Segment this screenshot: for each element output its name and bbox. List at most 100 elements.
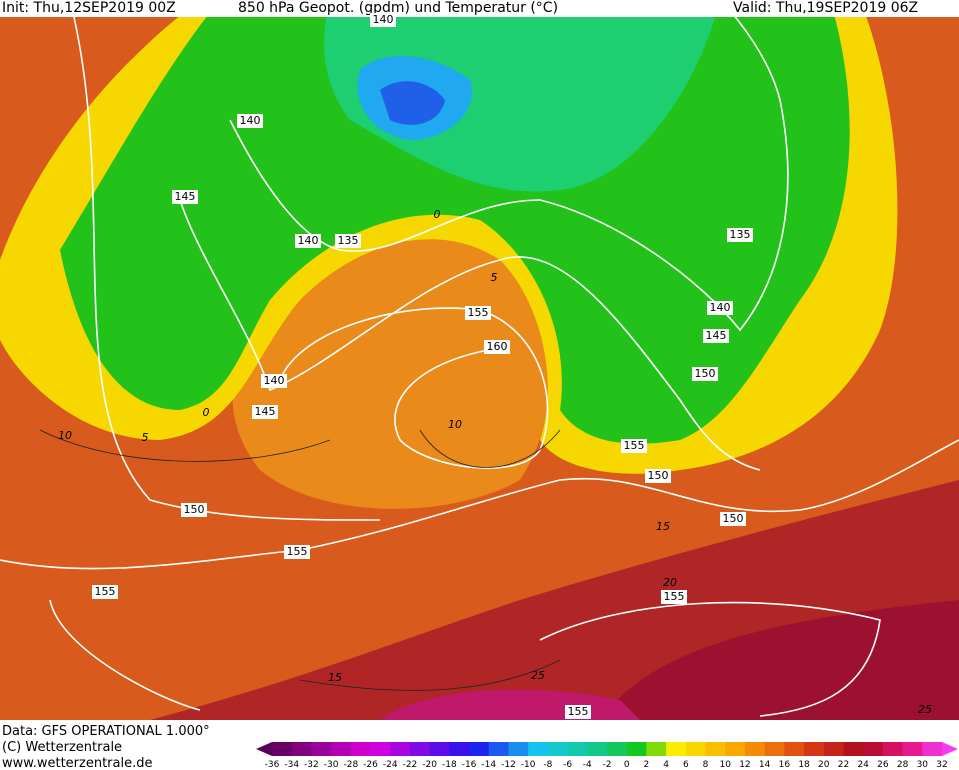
colorbar-segment <box>528 742 549 756</box>
height-label: 155 <box>624 439 645 452</box>
label-box <box>284 545 310 559</box>
colorbar-segment <box>882 742 904 756</box>
valid-time: Valid: Thu,19SEP2019 06Z <box>733 0 918 16</box>
height-label: 145 <box>706 329 727 342</box>
temperature-label: 25 <box>918 703 932 716</box>
colorbar-segment <box>725 742 746 756</box>
colorbar-label: 0 <box>624 760 630 770</box>
colorbar-label: 14 <box>759 760 771 770</box>
colorbar-label: 6 <box>683 760 689 770</box>
colorbar-segment <box>409 742 431 756</box>
colorbar-segment <box>705 742 726 756</box>
height-label: 155 <box>95 585 116 598</box>
colorbar-label: 20 <box>818 760 830 770</box>
isohypse <box>279 307 549 469</box>
colorbar-segment <box>488 742 509 756</box>
label-box <box>370 13 396 27</box>
temperature-label: 10 <box>448 418 462 431</box>
isotherm <box>39 429 561 691</box>
colorbar-segment <box>311 742 332 756</box>
colorbar-label: -32 <box>304 760 319 770</box>
colorbar-label: -18 <box>442 760 457 770</box>
isohypse <box>69 0 381 521</box>
label-box <box>692 367 718 381</box>
colorbar-segment <box>390 742 411 756</box>
colorbar-label: 22 <box>838 760 849 770</box>
colorbar-label: -22 <box>403 760 418 770</box>
colorbar-label: -6 <box>563 760 572 770</box>
hot-region <box>600 600 959 720</box>
label-box <box>295 234 321 248</box>
label-box <box>181 503 207 517</box>
colorbar-label: -4 <box>583 760 592 770</box>
colorbar-label: -2 <box>603 760 612 770</box>
label-box <box>237 114 263 128</box>
colorbar-segment <box>429 742 450 756</box>
label-box <box>645 469 671 483</box>
colorbar-segment <box>685 742 707 756</box>
label-box <box>261 374 287 388</box>
map <box>0 0 959 720</box>
temperature-label: 0 <box>203 406 210 419</box>
colorbar-segment <box>626 742 647 756</box>
height-label: 140 <box>710 301 731 314</box>
colorbar-label: 10 <box>720 760 732 770</box>
temperature-label: 0 <box>434 208 441 221</box>
orange-core <box>232 237 550 509</box>
colorbar-label: -20 <box>422 760 437 770</box>
colorbar-segment <box>666 742 687 756</box>
height-label: 160 <box>487 340 508 353</box>
label-box <box>621 439 647 453</box>
label-box <box>720 512 746 526</box>
isohypse <box>179 199 761 471</box>
isohypse <box>229 0 789 332</box>
colorbar-segment <box>804 742 825 756</box>
temperature-label: 15 <box>328 671 342 684</box>
colorbar-segment <box>607 742 628 756</box>
colorbar-label: -30 <box>324 760 339 770</box>
temperature-label: 5 <box>491 271 498 284</box>
height-label: 150 <box>695 367 716 380</box>
colorbar-label: -14 <box>481 760 496 770</box>
label-box <box>92 585 118 599</box>
label-box <box>172 190 198 204</box>
colorbar-label: 18 <box>798 760 810 770</box>
temperature-label: 5 <box>142 431 149 444</box>
colorbar-segment <box>449 742 470 756</box>
colorbar-label: -8 <box>543 760 552 770</box>
colorbar-segment <box>843 742 864 756</box>
colorbar-label: 2 <box>644 760 650 770</box>
teal-region <box>324 0 720 192</box>
height-label: 155 <box>664 590 685 603</box>
label-box <box>465 306 491 320</box>
colorbar-label: 28 <box>897 760 909 770</box>
colorbar-segment <box>272 742 293 756</box>
map-title: 850 hPa Geopot. (gpdm) und Temperatur (°… <box>238 0 558 16</box>
colorbar-segment <box>508 742 529 756</box>
coldest-region <box>380 81 445 125</box>
colorbar-label: -28 <box>343 760 358 770</box>
colorbar-label: 30 <box>917 760 929 770</box>
colorbar-label: 16 <box>779 760 791 770</box>
height-label: 135 <box>338 234 359 247</box>
colorbar-segment <box>922 742 943 756</box>
height-label: 140 <box>264 374 285 387</box>
height-label: 150 <box>184 503 205 516</box>
colorbar: -36 -34 -32 -30 -28 -26 -24 -22 -20 -18 -16 -14 -12-… <box>256 742 958 770</box>
colorbar-label: 24 <box>857 760 869 770</box>
height-label: 140 <box>298 234 319 247</box>
copyright: (C) Wetterzentrale <box>2 740 122 755</box>
data-source: Data: GFS OPERATIONAL 1.000° <box>2 724 210 739</box>
colorbar-segment <box>350 742 372 756</box>
height-label: 155 <box>468 306 489 319</box>
temperature-label: 10 <box>58 429 72 442</box>
colorbar-segment <box>764 742 785 756</box>
label-box <box>661 590 687 604</box>
colorbar-segment <box>744 742 766 756</box>
temperature-label: 15 <box>656 520 670 533</box>
isohypse <box>49 599 881 717</box>
height-label: 150 <box>648 469 669 482</box>
colorbar-label: 26 <box>877 760 889 770</box>
